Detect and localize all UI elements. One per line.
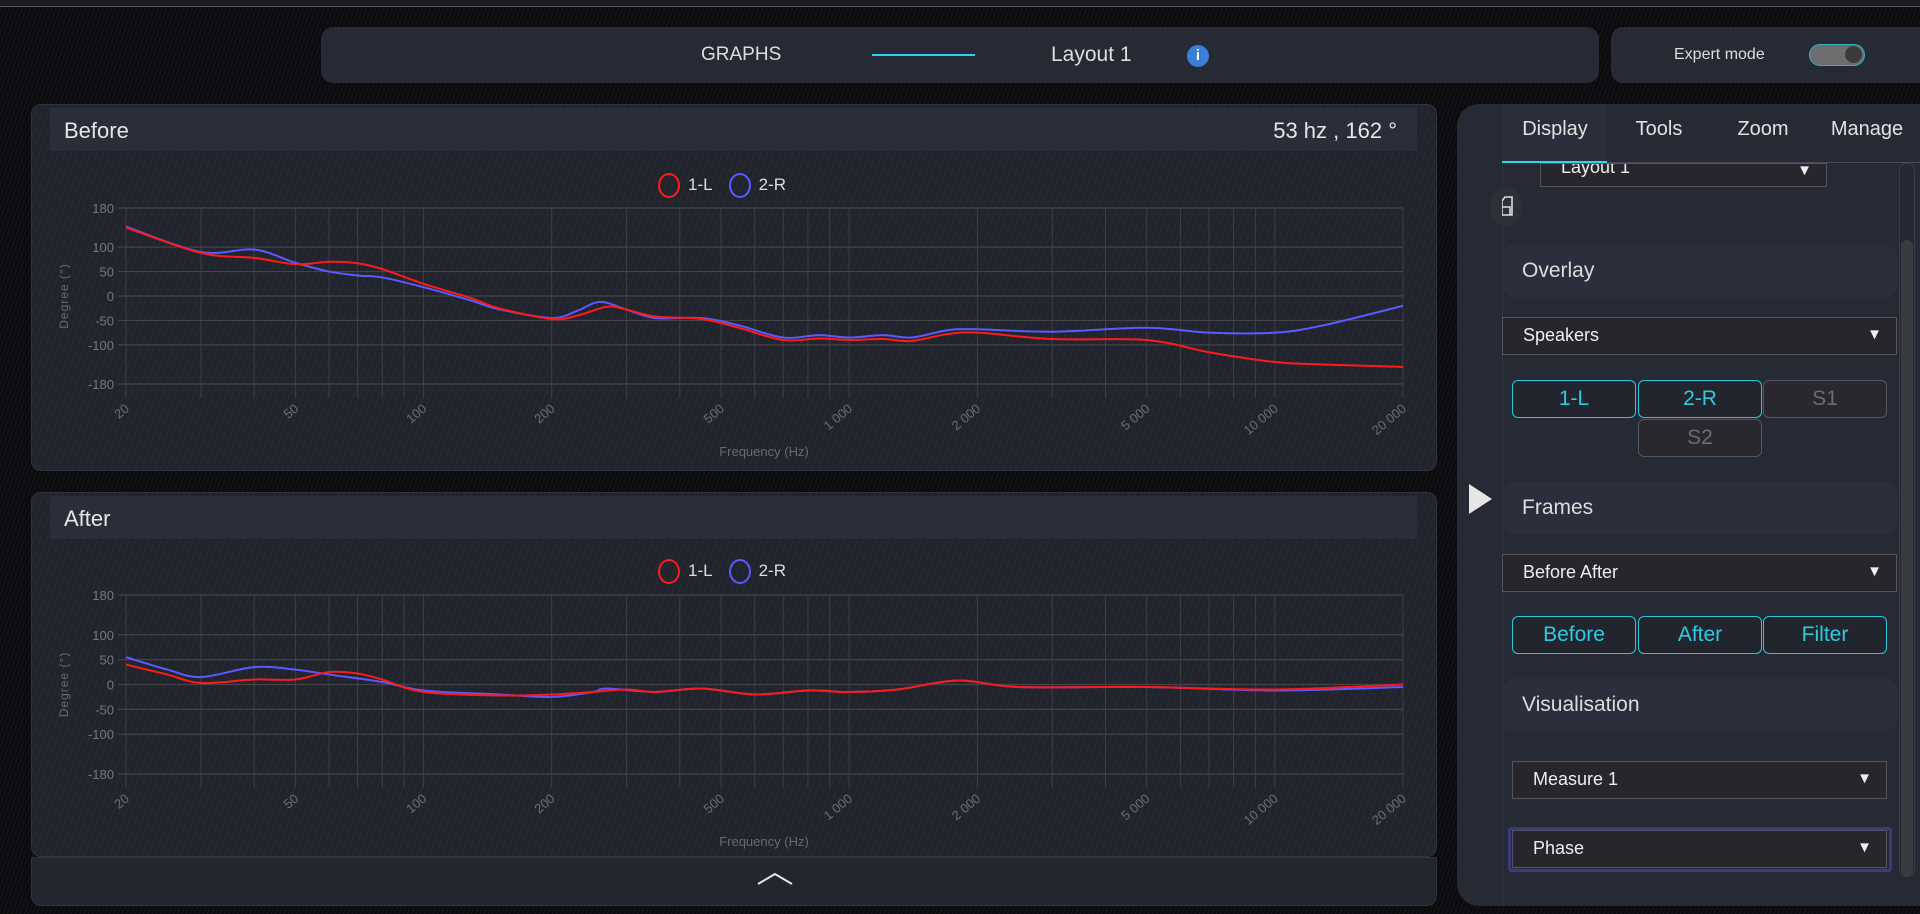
overlay-button-s2[interactable]: S2 <box>1638 419 1762 457</box>
after-graph-panel <box>31 492 1437 857</box>
tab-display-bg <box>1502 104 1607 162</box>
measure-select[interactable]: Measure 1 ▼ <box>1512 761 1887 799</box>
cursor-readout: 53 hz , 162 ° <box>1273 118 1397 143</box>
visualisation-section-header: Visualisation <box>1502 679 1897 731</box>
legend-item-1-l[interactable]: 1-L <box>658 559 713 584</box>
legend-swatch-2-r <box>728 173 751 198</box>
legend-swatch-2-r <box>728 559 751 584</box>
frame-button-filter[interactable]: Filter <box>1763 616 1887 654</box>
overlay-button-2-r[interactable]: 2-R <box>1638 380 1762 418</box>
legend-item-1-l[interactable]: 1-L <box>658 173 713 198</box>
dropdown-arrow-icon: ▼ <box>1857 839 1872 856</box>
overlay-select[interactable]: Speakers ▼ <box>1502 317 1897 355</box>
tab-display[interactable]: Display <box>1522 118 1588 140</box>
focus-ring <box>1508 827 1892 872</box>
title-separator <box>872 54 975 56</box>
save-layout-button[interactable] <box>1490 187 1522 226</box>
frames-select[interactable]: Before After ▼ <box>1502 554 1897 592</box>
before-graph-title: Before <box>64 118 129 143</box>
expert-mode-panel: Expert mode <box>1611 27 1920 83</box>
frame-button-after[interactable]: After <box>1638 616 1762 654</box>
legend-swatch-1-l <box>658 559 680 584</box>
dropdown-arrow-icon: ▼ <box>1867 563 1882 580</box>
chevron-up-icon[interactable] <box>756 872 794 886</box>
window-top-strip <box>0 0 1920 7</box>
save-icon <box>1502 196 1513 216</box>
legend-item-2-r[interactable]: 2-R <box>728 559 786 584</box>
overlay-section-header: Overlay <box>1502 245 1897 297</box>
after-graph-header: After <box>50 496 1417 539</box>
before-graph-panel <box>31 104 1437 471</box>
overlay-button-1-l[interactable]: 1-L <box>1512 380 1636 418</box>
legend-swatch-1-l <box>658 173 680 198</box>
after-graph-title: After <box>64 506 111 531</box>
tab-bar-border <box>1502 162 1920 163</box>
expert-mode-toggle[interactable] <box>1809 44 1865 66</box>
info-icon[interactable]: i <box>1187 45 1209 67</box>
active-tab-indicator <box>1502 161 1607 163</box>
after-legend: 1-L 2-R <box>658 559 786 584</box>
overlay-button-s1[interactable]: S1 <box>1763 380 1887 418</box>
legend-item-2-r[interactable]: 2-R <box>728 173 786 198</box>
layout-select[interactable]: Layout 1 ▼ <box>1540 163 1827 187</box>
graphs-header-bar: GRAPHS Layout 1 i <box>321 27 1599 83</box>
layout-name: Layout 1 <box>1051 43 1132 66</box>
scrollbar-thumb[interactable] <box>1901 240 1913 876</box>
dropdown-arrow-icon: ▼ <box>1857 770 1872 787</box>
visualisation-type-select[interactable]: Phase ▼ <box>1512 830 1887 868</box>
tab-manage[interactable]: Manage <box>1830 118 1904 140</box>
play-icon[interactable] <box>1469 484 1493 514</box>
frame-button-before[interactable]: Before <box>1512 616 1636 654</box>
dropdown-arrow-icon: ▼ <box>1867 326 1882 343</box>
frames-section-header: Frames <box>1502 482 1897 534</box>
tab-tools[interactable]: Tools <box>1635 118 1683 140</box>
tab-zoom[interactable]: Zoom <box>1737 118 1789 140</box>
before-legend: 1-L 2-R <box>658 173 786 198</box>
graphs-bottom-bar <box>31 857 1437 906</box>
expert-mode-label: Expert mode <box>1674 46 1765 63</box>
section-title: GRAPHS <box>701 44 782 65</box>
before-graph-header: Before 53 hz , 162 ° <box>50 108 1417 151</box>
dropdown-arrow-icon: ▼ <box>1797 163 1812 179</box>
sidebar-scrollbar[interactable] <box>1899 163 1915 877</box>
